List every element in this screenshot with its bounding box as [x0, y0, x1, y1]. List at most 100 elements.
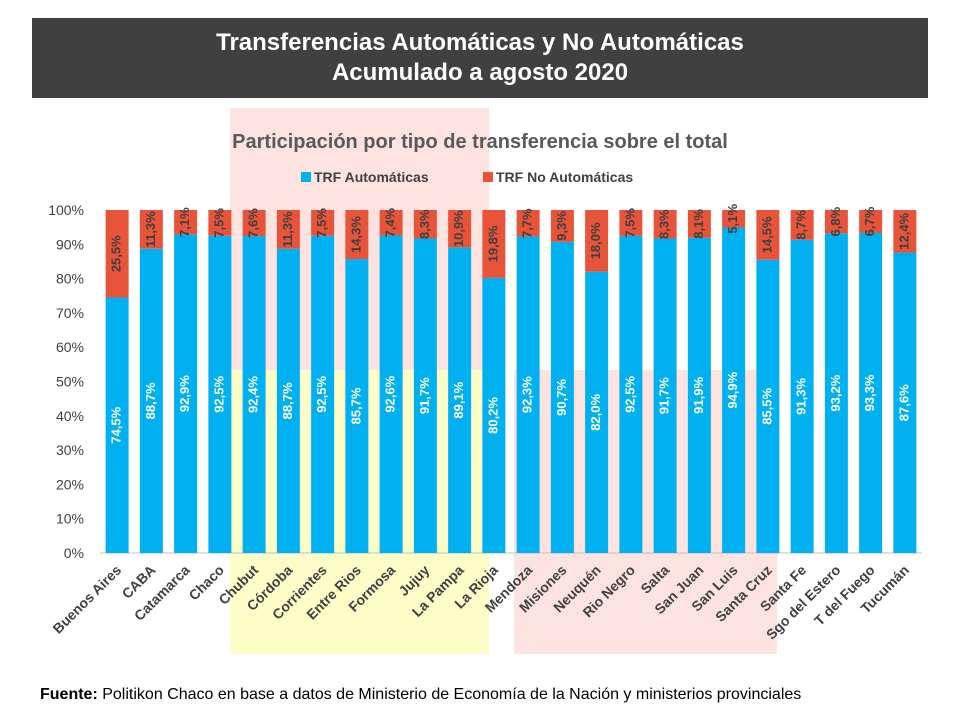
bar-no-automaticas	[722, 210, 746, 228]
data-label-no-automaticas: 6,8%	[828, 206, 843, 236]
bar-no-automaticas	[859, 210, 883, 233]
data-label-no-automaticas: 19,8%	[485, 225, 500, 262]
bar-no-automaticas	[790, 210, 814, 240]
data-label-no-automaticas: 8,1%	[691, 209, 706, 239]
data-label-no-automaticas: 7,4%	[383, 207, 398, 237]
data-label-no-automaticas: 11,3%	[143, 211, 158, 248]
y-tick-label: 50%	[56, 374, 84, 390]
bar-automaticas	[722, 227, 746, 554]
data-label-no-automaticas: 7,6%	[246, 208, 261, 238]
data-label-automaticas: 82,0%	[588, 394, 603, 431]
bar-automaticas	[174, 234, 198, 553]
bar-automaticas	[859, 232, 883, 553]
data-label-automaticas: 92,5%	[622, 375, 637, 412]
chart-title: Participación por tipo de transferencia …	[232, 131, 728, 153]
bar-no-automaticas	[756, 210, 780, 260]
data-label-automaticas: 92,5%	[314, 375, 329, 412]
y-tick-label: 90%	[56, 236, 84, 252]
data-label-automaticas: 93,2%	[828, 374, 843, 411]
data-label-automaticas: 92,9%	[177, 375, 192, 412]
bar-automaticas	[585, 271, 609, 553]
bar-automaticas	[550, 241, 574, 554]
data-label-no-automaticas: 14,5%	[759, 216, 774, 253]
data-label-no-automaticas: 11,3%	[280, 211, 295, 248]
data-label-automaticas: 91,7%	[417, 377, 432, 414]
bar-no-automaticas	[276, 210, 300, 249]
bar-automaticas	[653, 238, 677, 553]
data-label-automaticas: 91,3%	[794, 378, 809, 415]
data-label-no-automaticas: 9,3%	[554, 211, 569, 241]
bar-automaticas	[379, 235, 403, 553]
bar-automaticas	[448, 247, 472, 553]
data-label-automaticas: 94,9%	[725, 371, 740, 408]
bar-automaticas	[790, 239, 814, 553]
data-label-no-automaticas: 8,3%	[657, 209, 672, 239]
data-label-no-automaticas: 8,7%	[794, 210, 809, 240]
bar-automaticas	[208, 235, 232, 553]
bar-no-automaticas	[824, 210, 848, 234]
data-label-no-automaticas: 14,3%	[348, 216, 363, 253]
bar-no-automaticas	[585, 210, 609, 272]
bar-automaticas	[516, 236, 540, 553]
data-label-automaticas: 92,3%	[520, 376, 535, 413]
data-label-automaticas: 89,1%	[451, 381, 466, 418]
data-label-automaticas: 74,5%	[109, 406, 124, 443]
data-label-no-automaticas: 25,5%	[109, 235, 124, 272]
data-label-no-automaticas: 7,5%	[314, 208, 329, 238]
data-label-no-automaticas: 8,3%	[417, 209, 432, 239]
data-label-automaticas: 88,7%	[280, 382, 295, 419]
data-label-automaticas: 90,7%	[554, 379, 569, 416]
source-label: Fuente:	[40, 686, 98, 703]
source-text: Politikon Chaco en base a datos de Minis…	[102, 686, 802, 703]
data-label-automaticas: 92,4%	[246, 376, 261, 413]
bar-automaticas	[893, 252, 917, 554]
bar-no-automaticas	[105, 210, 129, 298]
bar-no-automaticas	[550, 210, 574, 242]
x-tick-label: Buenos Aires	[49, 562, 124, 637]
data-label-no-automaticas: 18,0%	[588, 222, 603, 259]
bar-automaticas	[619, 235, 643, 553]
bar-no-automaticas	[619, 210, 643, 236]
data-label-automaticas: 92,5%	[211, 375, 226, 412]
bar-no-automaticas	[413, 210, 437, 239]
legend-label: TRF Automáticas	[314, 169, 429, 185]
bar-no-automaticas	[653, 210, 677, 239]
data-label-automaticas: 80,2%	[485, 397, 500, 434]
data-label-automaticas: 85,7%	[348, 387, 363, 424]
legend-label: TRF No Automáticas	[496, 169, 633, 185]
y-tick-label: 100%	[48, 202, 84, 218]
bar-no-automaticas	[242, 210, 266, 237]
bar-no-automaticas	[482, 210, 506, 278]
legend-swatch	[483, 172, 493, 182]
bar-no-automaticas	[516, 210, 540, 237]
data-label-automaticas: 87,6%	[896, 384, 911, 421]
y-tick-label: 70%	[56, 305, 84, 321]
bar-automaticas	[824, 233, 848, 553]
title-line-2: Acumulado a agosto 2020	[331, 59, 629, 86]
y-tick-label: 60%	[56, 339, 84, 355]
data-label-automaticas: 85,5%	[759, 388, 774, 425]
data-label-no-automaticas: 5,1%	[725, 203, 740, 233]
bar-no-automaticas	[174, 210, 198, 235]
bar-automaticas	[413, 238, 437, 553]
bar-no-automaticas	[311, 210, 335, 236]
data-label-no-automaticas: 7,5%	[622, 208, 637, 238]
y-tick-label: 40%	[56, 408, 84, 424]
data-label-no-automaticas: 7,1%	[177, 207, 192, 237]
data-label-no-automaticas: 7,5%	[211, 208, 226, 238]
bar-no-automaticas	[687, 210, 711, 238]
bar-no-automaticas	[448, 210, 472, 248]
bar-no-automaticas	[379, 210, 403, 236]
data-label-automaticas: 91,9%	[691, 377, 706, 414]
bar-automaticas	[105, 297, 129, 553]
bar-automaticas	[276, 248, 300, 553]
title-banner: Transferencias Automáticas y No Automáti…	[32, 18, 928, 98]
data-label-no-automaticas: 12,4%	[896, 212, 911, 249]
bar-no-automaticas	[208, 210, 232, 236]
data-label-no-automaticas: 10,9%	[451, 210, 466, 247]
data-label-automaticas: 93,3%	[862, 374, 877, 411]
data-label-no-automaticas: 7,7%	[520, 208, 535, 238]
y-tick-label: 0%	[64, 545, 84, 561]
bar-no-automaticas	[139, 210, 163, 249]
